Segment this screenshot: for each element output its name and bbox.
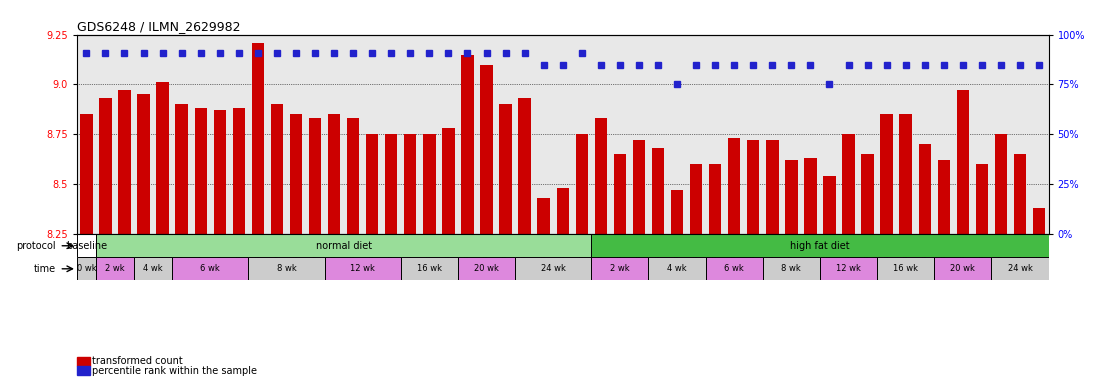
Bar [820, 257, 877, 280]
Text: 8 wk: 8 wk [277, 264, 296, 273]
Text: transformed count: transformed count [92, 356, 183, 366]
Bar [214, 111, 226, 234]
Bar [518, 98, 530, 234]
Bar [172, 257, 248, 280]
Bar [137, 94, 149, 234]
Bar [404, 134, 416, 234]
Bar [804, 158, 817, 234]
Bar [77, 234, 96, 257]
Bar [423, 134, 436, 234]
Bar [592, 234, 1049, 257]
Bar [728, 138, 740, 234]
Bar [325, 257, 401, 280]
Text: 20 wk: 20 wk [474, 264, 498, 273]
Bar [176, 104, 188, 234]
Bar [401, 257, 458, 280]
Bar [515, 257, 592, 280]
Bar [99, 98, 112, 234]
Bar [480, 65, 493, 234]
Bar [747, 141, 760, 234]
Text: 12 wk: 12 wk [350, 264, 376, 273]
Bar [1013, 154, 1027, 234]
Text: protocol: protocol [15, 241, 56, 251]
Text: percentile rank within the sample: percentile rank within the sample [92, 366, 257, 376]
Text: 24 wk: 24 wk [1008, 264, 1032, 273]
Bar [347, 118, 359, 234]
Bar [595, 118, 607, 234]
Bar [881, 114, 893, 234]
Text: normal diet: normal diet [315, 241, 371, 251]
Text: 4 wk: 4 wk [143, 264, 163, 273]
Bar [671, 190, 683, 234]
Bar [592, 257, 649, 280]
Bar [194, 108, 206, 234]
Bar [706, 257, 763, 280]
Text: 0 wk: 0 wk [77, 264, 97, 273]
Text: GDS6248 / ILMN_2629982: GDS6248 / ILMN_2629982 [77, 20, 240, 33]
Bar [500, 104, 512, 234]
Bar [251, 43, 264, 234]
Bar [995, 134, 1007, 234]
Text: 8 wk: 8 wk [782, 264, 802, 273]
Text: time: time [33, 264, 56, 274]
Bar [690, 164, 703, 234]
Bar [1033, 208, 1045, 234]
Text: 24 wk: 24 wk [540, 264, 565, 273]
Bar [134, 257, 172, 280]
Bar [557, 188, 569, 234]
Bar [614, 154, 626, 234]
Bar [649, 257, 706, 280]
Bar [991, 257, 1049, 280]
Text: 6 wk: 6 wk [725, 264, 744, 273]
Text: 2 wk: 2 wk [610, 264, 629, 273]
Bar [976, 164, 988, 234]
Bar [461, 55, 473, 234]
Text: high fat diet: high fat diet [791, 241, 850, 251]
Bar [366, 134, 379, 234]
Bar [538, 198, 550, 234]
Bar [156, 83, 169, 234]
Bar [763, 257, 820, 280]
Text: 16 wk: 16 wk [417, 264, 441, 273]
Bar [77, 257, 96, 280]
Bar [652, 148, 664, 234]
Bar [248, 257, 325, 280]
Bar [877, 257, 934, 280]
Bar [956, 91, 970, 234]
Text: 6 wk: 6 wk [200, 264, 220, 273]
Bar [899, 114, 911, 234]
Text: 20 wk: 20 wk [951, 264, 975, 273]
Text: 2 wk: 2 wk [105, 264, 125, 273]
Bar [309, 118, 322, 234]
Bar [385, 134, 397, 234]
Bar [824, 176, 836, 234]
Bar [442, 128, 455, 234]
Bar [919, 144, 931, 234]
Bar [458, 257, 515, 280]
Bar [119, 91, 131, 234]
Bar [575, 134, 587, 234]
Bar [80, 114, 92, 234]
Bar [766, 141, 778, 234]
Bar [632, 141, 646, 234]
Bar [862, 154, 874, 234]
Text: baseline: baseline [66, 241, 107, 251]
Bar [709, 164, 721, 234]
Bar [842, 134, 854, 234]
Bar [290, 114, 302, 234]
Bar [934, 257, 991, 280]
Bar [328, 114, 340, 234]
Text: 16 wk: 16 wk [893, 264, 918, 273]
Bar [96, 257, 134, 280]
Bar [271, 104, 283, 234]
Bar [96, 234, 592, 257]
Bar [938, 161, 950, 234]
Text: 12 wk: 12 wk [836, 264, 861, 273]
Text: 4 wk: 4 wk [668, 264, 687, 273]
Bar [785, 161, 797, 234]
Bar [233, 108, 245, 234]
